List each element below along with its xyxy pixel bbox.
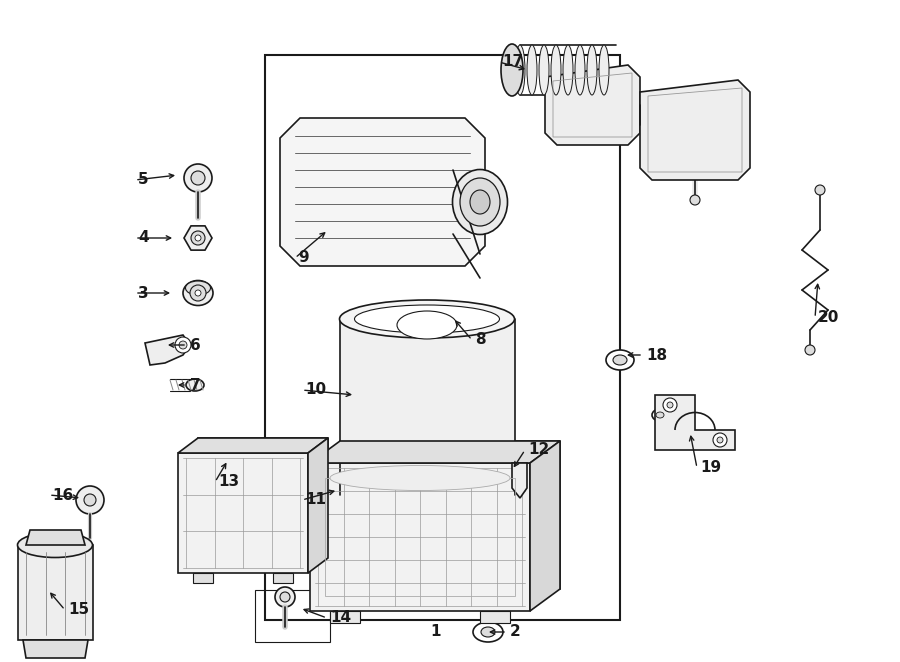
- Text: 12: 12: [528, 442, 549, 457]
- Polygon shape: [310, 441, 560, 463]
- Polygon shape: [340, 319, 515, 495]
- Text: 6: 6: [190, 338, 201, 352]
- Polygon shape: [145, 335, 190, 365]
- Ellipse shape: [473, 622, 503, 642]
- Ellipse shape: [613, 355, 627, 365]
- Ellipse shape: [17, 532, 93, 557]
- Text: 16: 16: [52, 487, 73, 502]
- Text: 15: 15: [68, 602, 89, 618]
- Circle shape: [76, 486, 104, 514]
- Ellipse shape: [606, 350, 634, 370]
- Text: 11: 11: [305, 493, 326, 508]
- Bar: [255, 590, 330, 642]
- Ellipse shape: [481, 627, 495, 637]
- Circle shape: [717, 437, 723, 443]
- Ellipse shape: [656, 412, 664, 418]
- Polygon shape: [273, 573, 293, 583]
- Text: 5: 5: [138, 173, 148, 187]
- Polygon shape: [330, 611, 360, 623]
- Polygon shape: [178, 438, 328, 453]
- Polygon shape: [26, 530, 85, 545]
- Polygon shape: [265, 55, 620, 620]
- Circle shape: [667, 402, 673, 408]
- Ellipse shape: [575, 45, 585, 95]
- Ellipse shape: [527, 45, 537, 95]
- Circle shape: [815, 185, 825, 195]
- Polygon shape: [640, 80, 750, 180]
- Ellipse shape: [587, 45, 597, 95]
- Polygon shape: [23, 640, 88, 658]
- Text: 19: 19: [700, 461, 721, 475]
- Circle shape: [690, 195, 700, 205]
- Text: 20: 20: [818, 310, 840, 326]
- Circle shape: [184, 164, 212, 192]
- Circle shape: [663, 398, 677, 412]
- Ellipse shape: [515, 45, 525, 95]
- Text: 13: 13: [218, 475, 239, 489]
- Ellipse shape: [183, 281, 213, 305]
- Ellipse shape: [185, 281, 211, 295]
- Ellipse shape: [652, 409, 668, 421]
- Polygon shape: [512, 463, 527, 498]
- Text: 3: 3: [138, 285, 148, 301]
- Text: 8: 8: [475, 332, 486, 348]
- Ellipse shape: [470, 190, 490, 214]
- Ellipse shape: [501, 44, 523, 96]
- Polygon shape: [178, 453, 308, 573]
- Circle shape: [275, 587, 295, 607]
- Polygon shape: [340, 441, 560, 589]
- Ellipse shape: [539, 45, 549, 95]
- Text: 14: 14: [330, 610, 351, 626]
- Ellipse shape: [460, 178, 500, 226]
- Ellipse shape: [563, 45, 573, 95]
- Polygon shape: [655, 395, 735, 450]
- Text: 18: 18: [646, 348, 667, 363]
- Circle shape: [84, 494, 96, 506]
- Polygon shape: [280, 118, 485, 266]
- Ellipse shape: [599, 45, 609, 95]
- Ellipse shape: [339, 476, 515, 514]
- Circle shape: [713, 433, 727, 447]
- Circle shape: [191, 231, 205, 245]
- Circle shape: [805, 345, 815, 355]
- Circle shape: [179, 341, 187, 349]
- Polygon shape: [184, 226, 212, 250]
- Circle shape: [175, 337, 191, 353]
- Ellipse shape: [330, 465, 510, 491]
- Text: 4: 4: [138, 230, 148, 246]
- Polygon shape: [193, 573, 213, 583]
- Circle shape: [280, 592, 290, 602]
- Text: 2: 2: [510, 624, 521, 639]
- Polygon shape: [18, 545, 93, 640]
- Polygon shape: [530, 441, 560, 611]
- Circle shape: [195, 290, 201, 296]
- Ellipse shape: [397, 311, 457, 339]
- Ellipse shape: [453, 169, 508, 234]
- Polygon shape: [198, 438, 328, 558]
- Ellipse shape: [339, 300, 515, 338]
- Ellipse shape: [186, 379, 204, 391]
- Text: 10: 10: [305, 383, 326, 397]
- Circle shape: [195, 235, 201, 241]
- Polygon shape: [308, 438, 328, 573]
- Polygon shape: [480, 611, 510, 623]
- Circle shape: [190, 285, 206, 301]
- Circle shape: [191, 171, 205, 185]
- Polygon shape: [310, 463, 530, 611]
- Ellipse shape: [551, 45, 561, 95]
- Text: 7: 7: [190, 377, 201, 393]
- Text: 1: 1: [430, 624, 440, 639]
- Ellipse shape: [355, 305, 500, 333]
- Polygon shape: [545, 65, 640, 145]
- Text: 17: 17: [502, 54, 523, 70]
- Text: 9: 9: [298, 250, 309, 265]
